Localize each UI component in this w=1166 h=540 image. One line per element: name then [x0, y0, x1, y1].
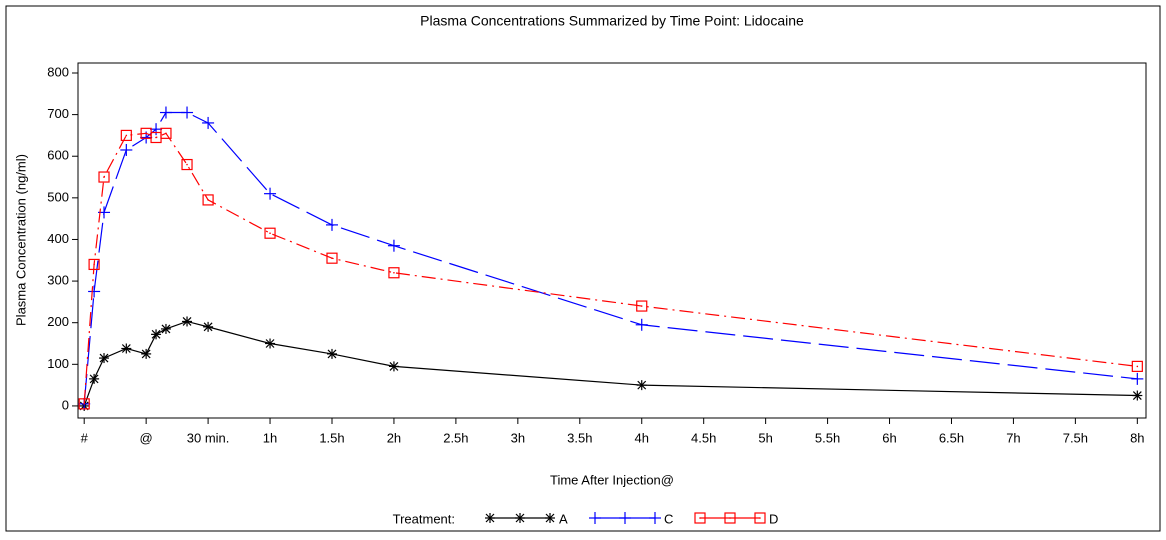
- marker: [619, 512, 631, 524]
- x-tick-label: 7.5h: [1063, 430, 1088, 445]
- marker: [388, 361, 399, 372]
- marker: [141, 348, 152, 359]
- legend-label: C: [664, 511, 673, 526]
- x-tick-label: 1.5h: [319, 430, 344, 445]
- x-tick-label: 30 min.: [187, 430, 230, 445]
- marker: [589, 512, 601, 524]
- marker: [724, 512, 736, 524]
- x-tick-label: 3h: [511, 430, 525, 445]
- x-tick-label: 6.5h: [939, 430, 964, 445]
- marker: [203, 321, 214, 332]
- marker: [694, 512, 706, 524]
- series-line: [83, 320, 1138, 407]
- x-tick-label: 5h: [758, 430, 772, 445]
- y-tick-label: 700: [47, 106, 69, 121]
- x-tick-label: 6h: [882, 430, 896, 445]
- x-tick-label: 2.5h: [443, 430, 468, 445]
- legend-label: A: [559, 511, 568, 526]
- marker: [1131, 372, 1144, 385]
- marker: [151, 329, 162, 340]
- marker: [636, 380, 647, 391]
- marker: [387, 239, 400, 252]
- marker: [264, 227, 276, 239]
- y-tick-label: 100: [47, 356, 69, 371]
- chart-title: Plasma Concentrations Summarized by Time…: [420, 13, 804, 29]
- marker: [181, 158, 193, 171]
- marker: [649, 512, 661, 524]
- x-tick-label: 5.5h: [815, 430, 840, 445]
- y-tick-label: 400: [47, 231, 69, 246]
- marker: [485, 513, 495, 523]
- frame: [5, 5, 1161, 532]
- marker: [120, 143, 133, 156]
- marker: [1131, 360, 1143, 372]
- marker: [515, 513, 525, 523]
- plot-area: [77, 62, 1147, 419]
- y-axis-label: Plasma Concentration (ng/ml): [13, 154, 28, 326]
- marker: [120, 129, 132, 142]
- marker: [182, 316, 193, 327]
- marker: [636, 300, 648, 312]
- series-line: [83, 132, 1138, 404]
- marker: [99, 353, 110, 364]
- x-tick-label: 8h: [1130, 430, 1144, 445]
- x-tick-label: 4.5h: [691, 430, 716, 445]
- marker: [388, 267, 400, 279]
- legend-title: Treatment:: [393, 511, 455, 526]
- y-tick-label: 300: [47, 273, 69, 288]
- marker: [202, 194, 214, 206]
- marker: [326, 252, 338, 264]
- marker: [181, 106, 194, 119]
- x-tick-label: 3.5h: [567, 430, 592, 445]
- y-tick-label: 0: [62, 397, 69, 412]
- x-tick-label: 1h: [263, 430, 277, 445]
- marker: [160, 127, 172, 139]
- marker: [78, 398, 90, 410]
- marker: [1132, 390, 1143, 401]
- legend-label: D: [769, 511, 778, 526]
- y-tick-label: 800: [47, 64, 69, 79]
- marker: [325, 218, 338, 231]
- y-tick-label: 200: [47, 314, 69, 329]
- marker: [635, 318, 648, 331]
- x-tick-label: 2h: [387, 430, 401, 445]
- marker: [265, 338, 276, 349]
- marker: [98, 171, 110, 183]
- marker: [89, 373, 100, 384]
- y-tick-label: 600: [47, 148, 69, 163]
- x-tick-label: 4h: [635, 430, 649, 445]
- marker: [202, 116, 215, 129]
- y-tick-label: 500: [47, 189, 69, 204]
- marker: [326, 348, 337, 359]
- marker: [160, 323, 171, 334]
- marker: [150, 123, 163, 136]
- marker: [754, 512, 766, 524]
- marker: [88, 285, 101, 298]
- x-tick-label: #: [81, 430, 89, 445]
- x-tick-label: @: [140, 430, 153, 445]
- marker: [545, 513, 555, 523]
- series-line: [83, 111, 1138, 404]
- x-axis-label: Time After Injection@: [550, 472, 674, 487]
- marker: [121, 343, 132, 354]
- marker: [88, 258, 100, 271]
- marker: [264, 187, 277, 200]
- x-tick-label: 7h: [1006, 430, 1020, 445]
- marker: [159, 106, 172, 119]
